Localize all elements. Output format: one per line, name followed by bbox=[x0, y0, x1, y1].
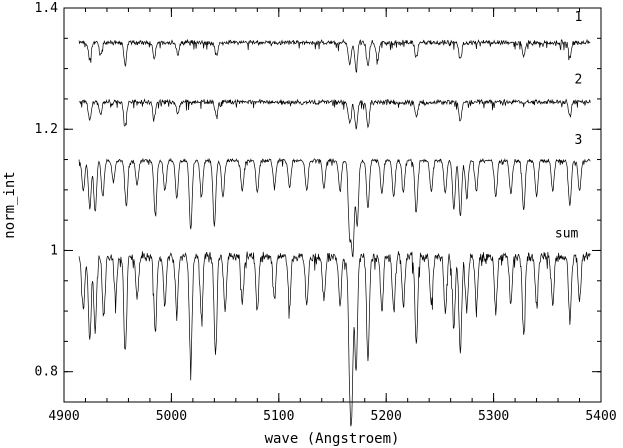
y-axis-label: norm_int bbox=[2, 171, 18, 238]
y-tick-label: 0.8 bbox=[35, 365, 58, 380]
x-axis-label: wave (Angstroem) bbox=[265, 431, 400, 447]
y-tick-label: 1.4 bbox=[35, 1, 59, 16]
x-tick-label: 5200 bbox=[371, 409, 402, 424]
axis-tick-labels: 4900 5000 5100 5200 5300 5400 0.8 1 1.2 1.4 bbox=[35, 1, 617, 424]
y-tick-label: 1.2 bbox=[35, 122, 58, 137]
series-line-1 bbox=[78, 38, 591, 73]
series-line-sum bbox=[78, 251, 591, 427]
axis-ticks bbox=[63, 7, 602, 403]
x-tick-label: 5300 bbox=[478, 409, 509, 424]
x-tick-label: 4900 bbox=[48, 409, 79, 424]
series-label-3: 3 bbox=[575, 133, 583, 148]
series-labels: 1 2 3 sum bbox=[555, 10, 582, 241]
x-tick-label: 5100 bbox=[263, 409, 294, 424]
x-tick-label: 5400 bbox=[585, 409, 616, 424]
series-label-2: 2 bbox=[575, 73, 583, 88]
series-line-3 bbox=[78, 157, 591, 258]
series-group bbox=[78, 38, 591, 427]
y-tick-label: 1 bbox=[50, 243, 58, 258]
series-label-sum: sum bbox=[555, 226, 579, 241]
x-tick-label: 5000 bbox=[156, 409, 187, 424]
plot-frame bbox=[63, 7, 602, 403]
series-label-1: 1 bbox=[575, 10, 583, 25]
series-line-2 bbox=[78, 98, 591, 130]
